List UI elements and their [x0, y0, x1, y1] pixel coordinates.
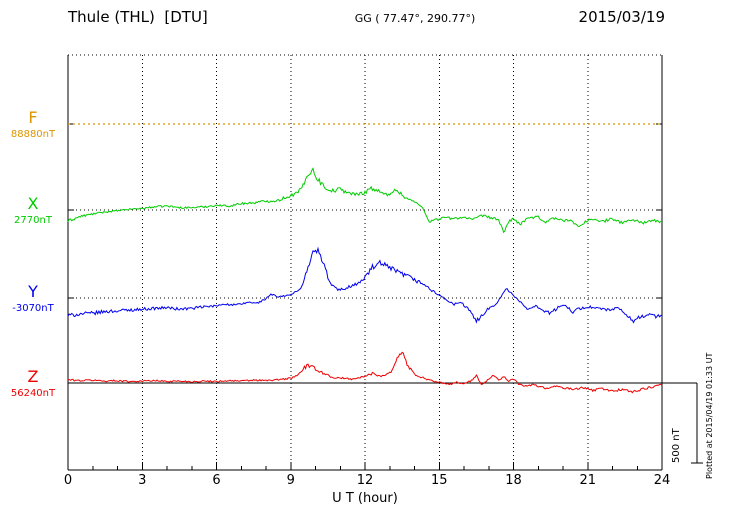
trace-baseline-value-Y: -3070nT — [12, 303, 54, 314]
x-tick-label: 21 — [579, 473, 597, 488]
scale-bar-label: 500 nT — [671, 428, 682, 463]
x-tick-label: 9 — [286, 473, 295, 488]
x-tick-label: 3 — [138, 473, 147, 488]
plotted-timestamp-note: Plotted at 2015/04/19 01:33 UT — [705, 352, 714, 479]
trace-X — [67, 167, 663, 234]
plot-date: 2015/03/19 — [578, 8, 665, 26]
trace-baseline-value-Z: 56240nT — [10, 388, 56, 399]
trace-baseline-value-X: 2770nT — [14, 215, 52, 226]
trace-Z — [67, 351, 663, 394]
trace-letter-Z: Z — [27, 367, 39, 386]
trace-label-Z: Z 56240nT — [2, 368, 64, 400]
x-tick-label: 15 — [430, 473, 448, 488]
trace-label-F: F 88880nT — [2, 109, 64, 141]
trace-letter-F: F — [28, 108, 38, 127]
trace-letter-X: X — [27, 194, 39, 213]
x-axis-label: U T (hour) — [332, 491, 398, 506]
trace-Y — [67, 246, 663, 324]
x-tick-label: 12 — [356, 473, 374, 488]
trace-baseline-value-F: 88880nT — [10, 129, 56, 140]
x-tick-label: 0 — [63, 473, 73, 488]
x-tick-label: 24 — [653, 473, 671, 488]
station-title: Thule (THL) [DTU] — [68, 8, 208, 26]
trace-letter-Y: Y — [28, 282, 38, 301]
trace-label-X: X 2770nT — [2, 195, 64, 227]
trace-label-Y: Y -3070nT — [2, 283, 64, 315]
x-tick-label: 6 — [212, 473, 221, 488]
geographic-coordinates: GG ( 77.47°, 290.77°) — [354, 12, 476, 25]
x-tick-label: 18 — [505, 473, 522, 488]
